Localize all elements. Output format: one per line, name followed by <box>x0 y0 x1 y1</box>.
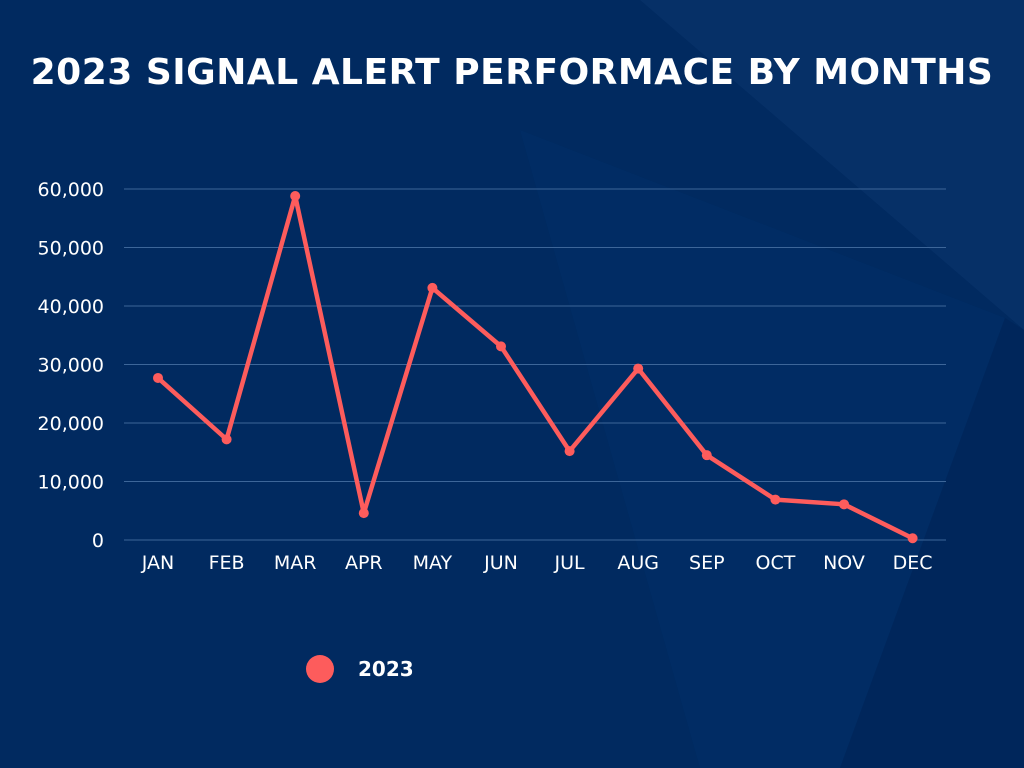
data-point <box>427 282 438 293</box>
data-point <box>358 508 369 519</box>
x-tick-label: AUG <box>617 552 659 574</box>
y-tick-label: 40,000 <box>38 296 104 318</box>
legend-swatch <box>306 655 334 683</box>
data-point <box>221 434 232 445</box>
data-point <box>701 450 712 461</box>
data-point <box>633 363 644 374</box>
data-point <box>839 499 849 510</box>
y-tick-label: 20,000 <box>38 413 104 435</box>
y-tick-label: 50,000 <box>38 238 104 260</box>
data-point <box>496 341 506 352</box>
x-tick-label: DEC <box>893 552 933 574</box>
x-tick-label: APR <box>345 552 383 574</box>
legend-label: 2023 <box>358 657 414 681</box>
x-tick-label: JAN <box>141 552 174 574</box>
x-tick-label: MAY <box>413 552 453 574</box>
data-point <box>907 533 918 544</box>
chart-title: 2023 SIGNAL ALERT PERFORMACE BY MONTHS <box>30 52 994 93</box>
series-line-2023 <box>155 193 915 541</box>
x-tick-label: SEP <box>689 552 725 574</box>
data-point <box>153 372 163 383</box>
data-point <box>290 191 301 202</box>
y-tick-label: 0 <box>92 530 104 552</box>
x-tick-label: NOV <box>823 552 865 574</box>
x-tick-label: JUN <box>483 552 518 574</box>
data-point <box>564 446 575 457</box>
x-tick-label: FEB <box>209 552 245 574</box>
y-tick-label: 10,000 <box>38 472 104 494</box>
y-tick-label: 60,000 <box>38 179 104 201</box>
y-tick-label: 30,000 <box>38 355 104 377</box>
x-tick-label: MAR <box>274 552 317 574</box>
data-point <box>770 494 781 505</box>
x-tick-label: OCT <box>755 552 795 574</box>
x-tick-label: JUL <box>554 552 586 574</box>
legend: 2023 <box>306 655 414 683</box>
